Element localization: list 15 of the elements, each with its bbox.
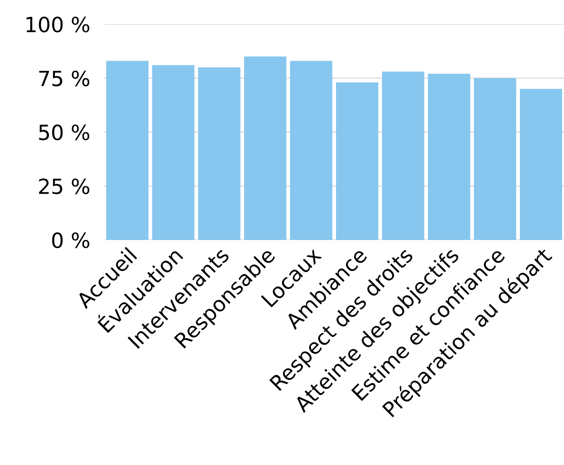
bar [152,65,194,240]
y-tick-label: 25 % [39,178,90,194]
bar [198,67,240,240]
bar [290,60,332,240]
y-tick-label: 50 % [39,124,90,140]
bar [520,88,562,240]
y-tick-label: 100 % [26,16,90,32]
bar [382,72,424,240]
bar [106,60,148,240]
bar [474,78,516,240]
bar [428,74,470,240]
y-tick-label: 75 % [39,70,90,86]
bar [336,82,378,240]
bar [244,56,286,240]
y-tick-label: 0 % [52,232,90,248]
